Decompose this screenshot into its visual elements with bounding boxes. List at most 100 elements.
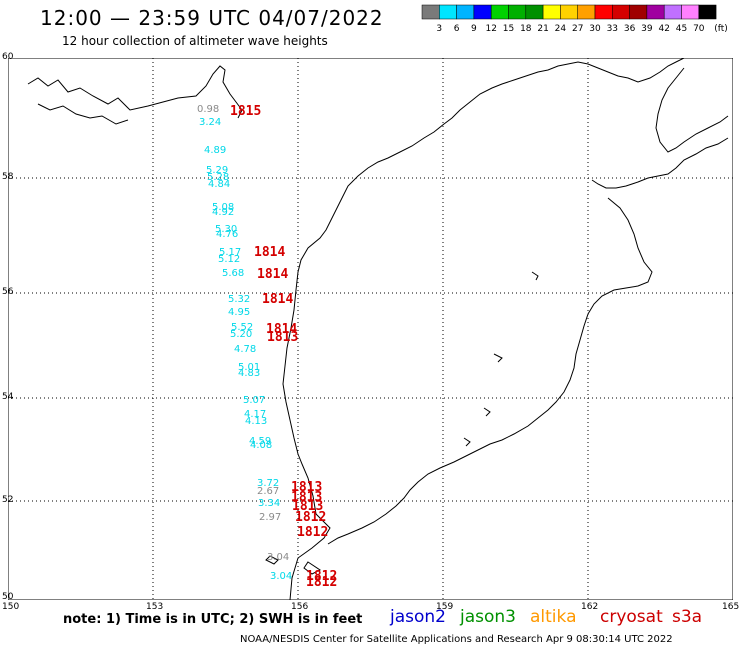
colorbar-tick-label: 9	[471, 24, 477, 34]
colorbar-tick-label: 21	[537, 24, 548, 34]
swh-observation-label: 5.01	[238, 362, 261, 373]
pass-time-label: 1814	[257, 267, 289, 282]
colorbar-swatch	[629, 4, 648, 20]
colorbar-tick-label: 3	[436, 24, 442, 34]
legend-jason3: jason3	[460, 607, 516, 627]
swh-observation-label: 4.95	[228, 307, 251, 318]
colorbar-swatch	[456, 4, 475, 20]
swh-observation-label: 5.17	[219, 247, 242, 258]
swh-observation-label: 3.72	[257, 478, 280, 489]
colorbar-swatch	[594, 4, 613, 20]
swh-observation-label: 5.68	[222, 268, 245, 279]
swh-observation-label: 5.28	[207, 172, 230, 183]
swh-observation-label: 5.20	[230, 329, 253, 340]
colorbar-tick-label: 24	[555, 24, 567, 34]
swh-observation-label: 2.67	[257, 486, 280, 497]
colorbar-tick-label: 36	[624, 24, 636, 34]
lat-label-52: 52	[2, 495, 14, 505]
pass-time-label: 1813	[267, 330, 299, 345]
pass-time-label: 1815	[230, 104, 262, 119]
colorbar-tick-label: 30	[589, 24, 601, 34]
lat-label-58: 58	[2, 172, 14, 182]
graticule	[8, 58, 733, 600]
units-note: note: 1) Time is in UTC; 2) SWH is in fe…	[63, 612, 363, 627]
legend-altika: altika	[530, 607, 577, 627]
pass-time-label: 1812	[306, 575, 338, 590]
colorbar-tick-label: 12	[485, 24, 496, 34]
colorbar-tick-label: 42	[658, 24, 669, 34]
lon-label-150: 150	[2, 602, 20, 612]
swh-observation-label: 5.32	[228, 294, 251, 305]
colorbar-tick-label: 6	[454, 24, 460, 34]
swh-observation-label: 4.83	[238, 368, 261, 379]
legend-cryosat: cryosat	[600, 607, 663, 627]
coastline	[27, 58, 729, 600]
colorbar-swatch	[439, 4, 457, 20]
swh-observation-label: 3.24	[199, 117, 222, 128]
swh-observation-label: 5.30	[215, 224, 238, 235]
colorbar-swatch	[612, 4, 630, 20]
swh-observation-label: 2.97	[259, 512, 282, 523]
footer-credit: NOAA/NESDIS Center for Satellite Applica…	[240, 634, 673, 645]
swh-observation-label: 5.08	[212, 202, 235, 213]
pass-time-label: 1814	[262, 292, 294, 307]
swh-observation-label: 4.13	[245, 416, 268, 427]
colorbar-swatch	[663, 4, 682, 20]
colorbar-tick-label: 18	[520, 24, 532, 34]
colorbar-tick-label: 33	[607, 24, 618, 34]
pass-time-label: 1813	[291, 490, 323, 505]
colorbar-swatch	[490, 4, 509, 20]
colorbar-swatch	[542, 4, 561, 20]
colorbar-tick-label: 45	[676, 24, 687, 34]
map-title: 12:00 — 23:59 UTC 04/07/2022	[40, 6, 384, 30]
colorbar-swatch	[473, 4, 492, 20]
swh-observation-label: 5.12	[218, 254, 241, 265]
colorbar-unit-label: (ft)	[714, 24, 728, 34]
swh-observation-label: 4.76	[216, 229, 239, 240]
lon-label-159: 159	[436, 602, 454, 612]
swh-observation-label: 4.78	[234, 344, 257, 355]
colorbar-swatch	[698, 4, 717, 20]
lat-label-56: 56	[2, 287, 14, 297]
swh-observation-label: 3.34	[258, 498, 281, 509]
colorbar-tick-label: 27	[572, 24, 583, 34]
map-border	[8, 58, 733, 600]
legend-s3a: s3a	[672, 607, 703, 627]
swh-observation-label: 4.92	[212, 207, 235, 218]
colorbar-swatch	[508, 4, 527, 20]
pass-time-label: 1812	[295, 510, 327, 525]
lat-label-54: 54	[2, 392, 14, 402]
lon-label-162: 162	[581, 602, 599, 612]
pass-time-label: 1813	[292, 499, 324, 514]
colorbar-tick-label: 39	[641, 24, 653, 34]
swh-observation-label: 4.17	[244, 409, 267, 420]
swh-observation-label: 4.84	[208, 179, 231, 190]
colorbar-swatch	[646, 4, 665, 20]
lat-label-50: 50	[2, 592, 14, 602]
pass-time-label: 1812	[306, 569, 338, 584]
legend-jason2: jason2	[390, 607, 446, 627]
swh-observation-label: 5.52	[231, 322, 254, 333]
colorbar-tick-label: 70	[693, 24, 705, 34]
swh-observation-label: 4.08	[250, 440, 273, 451]
lon-label-153: 153	[146, 602, 164, 612]
lon-label-156: 156	[291, 602, 309, 612]
colorbar-swatch	[421, 4, 440, 20]
lon-label-165: 165	[722, 602, 740, 612]
pass-time-label: 1814	[254, 245, 286, 260]
map-plot-area	[8, 58, 733, 600]
lat-label-60: 60	[2, 52, 14, 62]
swh-observation-label: 5.07	[243, 395, 266, 406]
color-scale-bar: 3 6 9 12 15 18 21 24 27 30 33 36 39 42 45 70 (ft)	[421, 4, 728, 34]
swh-observation-label: 5.29	[206, 165, 229, 176]
colorbar-swatch	[560, 4, 578, 20]
pass-time-label: 1814	[266, 322, 298, 337]
swh-observation-label: 0.98	[197, 104, 220, 115]
swh-observation-label: 4.89	[204, 145, 227, 156]
pass-time-label: 1813	[291, 480, 323, 495]
colorbar-tick-label: 15	[503, 24, 514, 34]
colorbar-swatch	[525, 4, 544, 20]
pass-time-label: 1812	[297, 525, 329, 540]
swh-observation-label: 3.04	[267, 552, 290, 563]
swh-observation-label: 3.04	[270, 571, 293, 582]
